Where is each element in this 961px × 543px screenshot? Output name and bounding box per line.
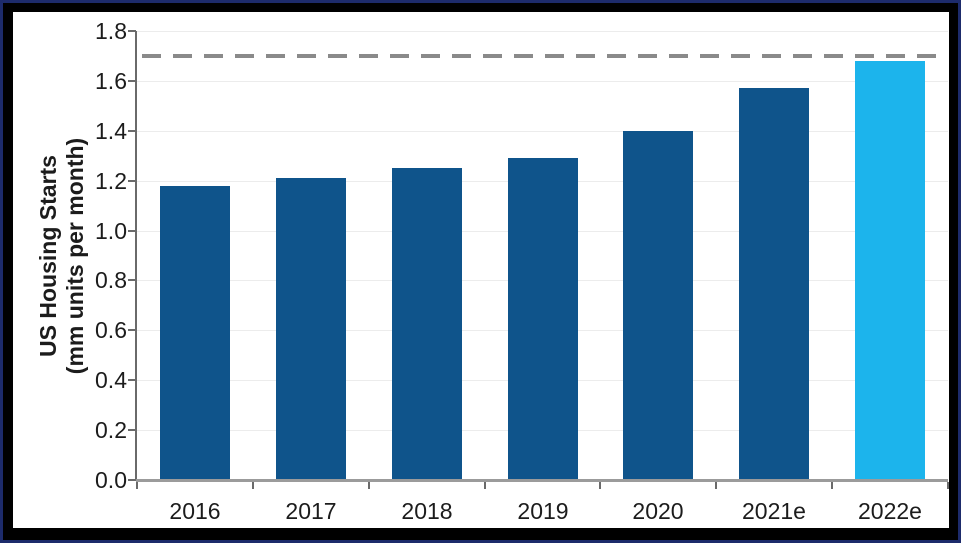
y-tick-mark-1.6 bbox=[128, 80, 136, 82]
y-tick-label-0.0: 0.0 bbox=[95, 467, 127, 493]
y-tick-label-0.6: 0.6 bbox=[95, 317, 127, 343]
y-tick-mark-0.4 bbox=[128, 379, 136, 381]
target-dashed-line bbox=[142, 54, 948, 58]
bar-2017 bbox=[276, 178, 346, 479]
y-tick-mark-1.2 bbox=[128, 180, 136, 182]
y-tick-label-1.4: 1.4 bbox=[95, 118, 127, 144]
y-tick-mark-1.4 bbox=[128, 130, 136, 132]
x-tick-label-2018: 2018 bbox=[401, 498, 453, 524]
y-tick-label-1.0: 1.0 bbox=[95, 218, 127, 244]
y-tick-mark-0.8 bbox=[128, 279, 136, 281]
y-tick-mark-0.6 bbox=[128, 329, 136, 331]
y-axis-line bbox=[135, 31, 137, 481]
y-tick-label-1.8: 1.8 bbox=[95, 18, 127, 44]
y-tick-mark-0.2 bbox=[128, 429, 136, 431]
gridline-1.8 bbox=[137, 31, 948, 32]
bar-2022e bbox=[855, 61, 925, 479]
x-tick-mark-6 bbox=[831, 482, 833, 489]
x-tick-mark-7 bbox=[947, 482, 949, 489]
gridline-1.4 bbox=[137, 131, 948, 132]
bar-2018 bbox=[392, 168, 462, 479]
x-tick-label-2022e: 2022e bbox=[858, 498, 922, 524]
x-tick-label-2019: 2019 bbox=[517, 498, 569, 524]
x-tick-label-2016: 2016 bbox=[169, 498, 221, 524]
y-tick-label-0.2: 0.2 bbox=[95, 417, 127, 443]
y-tick-label-1.6: 1.6 bbox=[95, 68, 127, 94]
x-tick-mark-5 bbox=[715, 482, 717, 489]
x-tick-label-2021e: 2021e bbox=[742, 498, 806, 524]
bar-2019 bbox=[508, 158, 578, 479]
y-tick-mark-0.0 bbox=[128, 479, 136, 481]
y-axis-title-line1: US Housing Starts bbox=[35, 155, 61, 357]
y-tick-label-0.8: 0.8 bbox=[95, 267, 127, 293]
x-tick-mark-0 bbox=[136, 482, 138, 489]
y-tick-mark-1.0 bbox=[128, 230, 136, 232]
bar-2021e bbox=[739, 88, 809, 479]
x-tick-label-2017: 2017 bbox=[285, 498, 337, 524]
y-tick-label-1.2: 1.2 bbox=[95, 168, 127, 194]
gridline-1.6 bbox=[137, 81, 948, 82]
x-tick-label-2020: 2020 bbox=[632, 498, 684, 524]
x-tick-mark-4 bbox=[599, 482, 601, 489]
x-tick-mark-2 bbox=[368, 482, 370, 489]
bar-2020 bbox=[623, 131, 693, 479]
y-tick-mark-1.8 bbox=[128, 30, 136, 32]
x-axis-baseline bbox=[136, 479, 948, 482]
y-tick-label-0.4: 0.4 bbox=[95, 367, 127, 393]
x-tick-mark-3 bbox=[484, 482, 486, 489]
bar-2016 bbox=[160, 186, 230, 479]
x-tick-mark-1 bbox=[252, 482, 254, 489]
